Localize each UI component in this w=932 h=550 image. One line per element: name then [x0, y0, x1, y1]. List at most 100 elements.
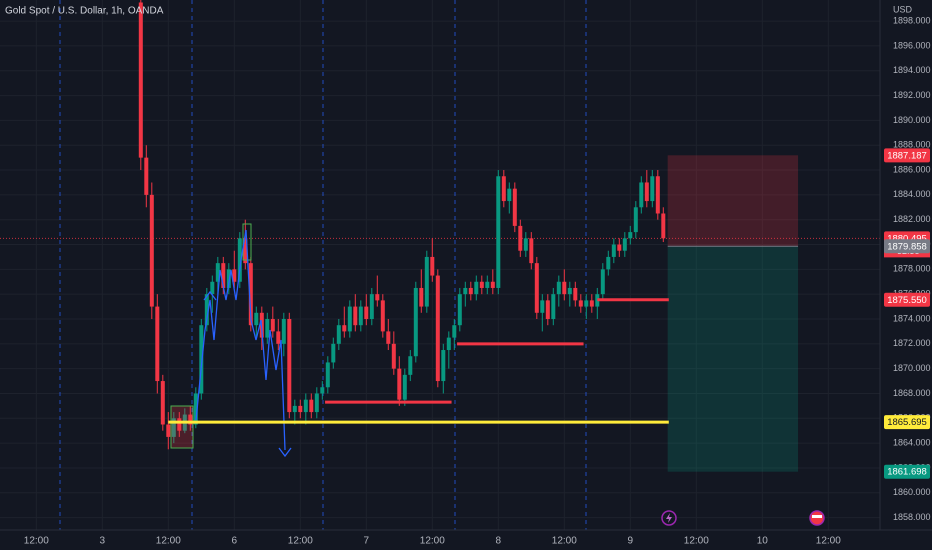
candle-body — [501, 176, 506, 202]
candle-body — [452, 325, 457, 338]
candle-body — [430, 256, 435, 276]
price-tag — [884, 148, 930, 163]
candle-body — [232, 269, 237, 282]
candle-body — [556, 281, 561, 295]
candle-body — [397, 368, 402, 400]
price-tag — [884, 464, 930, 479]
candle-body — [589, 300, 594, 307]
y-tick-label: 1886.000 — [893, 164, 931, 174]
candle-body — [364, 306, 369, 319]
candle-body — [413, 287, 418, 357]
candle-body — [600, 269, 605, 295]
y-tick-label: 1892.000 — [893, 90, 931, 100]
candle-body — [171, 418, 176, 437]
candle-body — [507, 188, 512, 202]
price-tag-label: 1875.550 — [887, 295, 927, 306]
x-tick-label: 8 — [496, 536, 502, 547]
candle-body — [435, 275, 440, 382]
candle-body — [562, 281, 567, 295]
candle-body — [408, 356, 413, 375]
price-tag — [884, 415, 930, 430]
y-tick-label: 1860.000 — [893, 487, 931, 497]
candle-body — [551, 294, 556, 319]
candle-body — [496, 176, 501, 288]
candle-body — [391, 343, 396, 369]
grid — [0, 0, 880, 530]
candle-body — [309, 399, 314, 413]
event-icon[interactable] — [661, 510, 677, 526]
x-tick-label: 9 — [628, 536, 634, 547]
candle-body — [512, 188, 517, 226]
candle-body — [606, 256, 611, 270]
y-tick-label: 1898.000 — [893, 15, 931, 25]
candle-body — [369, 294, 374, 319]
candle-body — [320, 387, 325, 394]
candle-body — [419, 287, 424, 307]
price-tag-label: 1880.495 — [887, 233, 927, 244]
candle-body — [578, 300, 583, 307]
candle-body — [644, 182, 649, 202]
candle-body — [545, 300, 550, 319]
y-tick-label: 1884.000 — [893, 189, 931, 199]
candle-body — [441, 350, 446, 382]
candle-body — [650, 176, 655, 202]
candle-body — [177, 418, 182, 431]
candle-body — [622, 238, 627, 251]
candle-body — [402, 374, 407, 400]
candle-body — [567, 287, 572, 295]
candle-body — [485, 281, 490, 288]
price-axis — [880, 0, 932, 550]
candle-body — [237, 238, 242, 282]
price-tags: 1887.1871880.49532:381879.8581875.550186… — [884, 148, 930, 479]
candle-body — [358, 306, 363, 326]
candle-body — [155, 306, 160, 382]
currency: USD — [893, 4, 913, 14]
x-tick-label: 12:00 — [552, 536, 577, 547]
y-tick-label: 1872.000 — [893, 338, 931, 348]
zigzag-drawing — [195, 229, 286, 451]
candle-body — [265, 318, 270, 338]
candle-body — [375, 294, 380, 301]
candle-body — [353, 306, 358, 326]
candle-body — [144, 157, 149, 195]
event-icons[interactable] — [661, 510, 825, 526]
price-tag — [884, 292, 930, 307]
candle-body — [529, 238, 534, 264]
x-tick-label: 10 — [757, 536, 769, 547]
candle-body — [138, 2, 143, 158]
candle-body — [446, 337, 451, 351]
candle-body — [633, 207, 638, 233]
candle-body — [149, 194, 154, 307]
x-tick-label: 12:00 — [156, 536, 181, 547]
y-tick-label: 1870.000 — [893, 363, 931, 373]
candle-body — [523, 238, 528, 251]
candle-body — [298, 405, 303, 413]
price-tag-label: 1861.698 — [887, 467, 927, 478]
arrow-head — [203, 290, 217, 301]
candle-body — [226, 269, 231, 288]
candle-body — [457, 294, 462, 326]
candle-body — [166, 424, 171, 437]
arrow-head — [278, 447, 292, 458]
stop-zone — [667, 155, 799, 247]
candle-body — [221, 263, 226, 288]
x-tick-label: 12:00 — [420, 536, 445, 547]
price-tag-label: 1879.858 — [887, 241, 927, 252]
candle-body — [160, 381, 165, 425]
candle-body — [314, 393, 319, 413]
candle-body — [303, 399, 308, 413]
candle-body — [617, 244, 622, 251]
candle-body — [611, 244, 616, 257]
y-tick-label: 1878.000 — [893, 264, 931, 274]
candle-body — [584, 300, 589, 307]
y-tick-label: 1896.000 — [893, 40, 931, 50]
candle-body — [479, 281, 484, 288]
position-tool — [0, 155, 880, 472]
candle-body — [193, 393, 198, 425]
x-tick-label: 6 — [232, 536, 238, 547]
x-tick-label: 12:00 — [684, 536, 709, 547]
candle-body — [270, 318, 275, 332]
candle-body — [276, 331, 281, 344]
x-axis: 12:00 3 12:00 6 12:00 7 12:00 8 12:00 9 12:00 10 12:… — [24, 536, 841, 547]
